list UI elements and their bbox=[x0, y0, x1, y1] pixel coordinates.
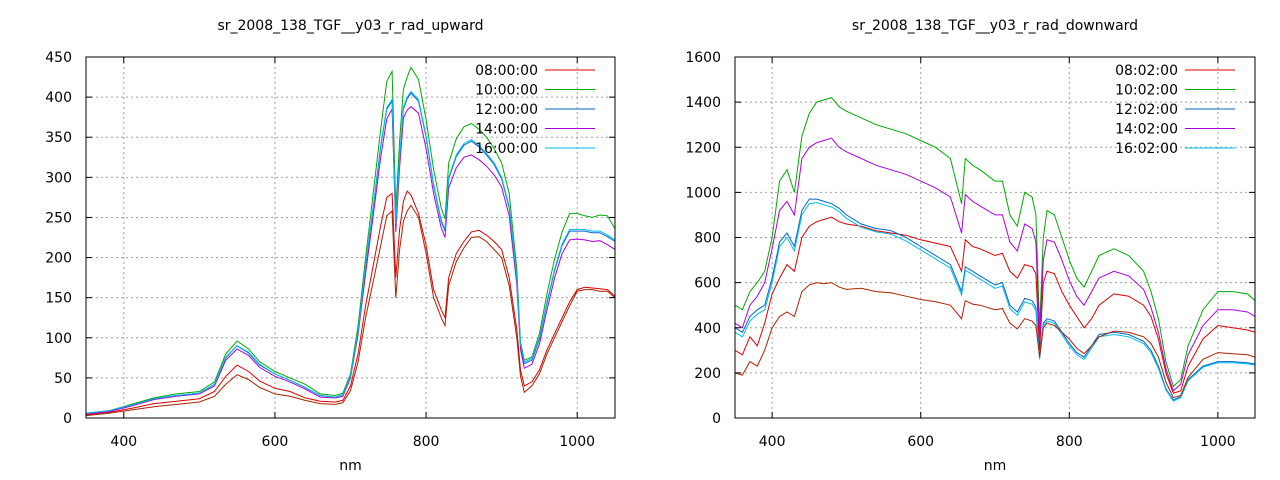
legend-label: 10:00:00 bbox=[475, 83, 538, 99]
series-group bbox=[735, 97, 1255, 402]
chart-1: sr_2008_138_TGF__y03_r_rad_upward 400 600 8… bbox=[45, 18, 616, 474]
legend: 08:02:00 10:02:00 12:02:00 14:02:00 16:02:00 bbox=[1115, 63, 1235, 157]
y-tick-label: 800 bbox=[694, 231, 721, 247]
series-group bbox=[86, 66, 615, 417]
legend-label: 16:02:00 bbox=[1115, 141, 1178, 157]
y-tick-label: 150 bbox=[45, 291, 72, 307]
y-tick-label: 350 bbox=[45, 130, 72, 146]
legend: 08:00:00 10:00:00 12:00:00 14:00:00 16:00:00 bbox=[475, 63, 595, 157]
x-tick-label: 600 bbox=[262, 434, 289, 450]
y-tick-label: 1600 bbox=[685, 50, 721, 66]
legend-label: 16:00:00 bbox=[475, 141, 538, 157]
x-tick-label: 1000 bbox=[559, 434, 595, 450]
chart-title: sr_2008_138_TGF__y03_r_rad_downward bbox=[852, 18, 1138, 34]
y-tick-label: 0 bbox=[712, 411, 721, 427]
y-tick-label: 300 bbox=[45, 170, 72, 186]
plot-frame bbox=[85, 56, 616, 419]
chart-2: sr_2008_138_TGF__y03_r_rad_downward 400 60… bbox=[685, 18, 1256, 474]
y-tick-label: 600 bbox=[694, 276, 721, 292]
y-tick-label: 250 bbox=[45, 210, 72, 226]
y-tick-label: 1400 bbox=[685, 95, 721, 111]
series-line-3 bbox=[735, 198, 1255, 401]
y-tick-label: 1200 bbox=[685, 140, 721, 156]
y-tick-label: 400 bbox=[694, 321, 721, 337]
y-tick-label: 1000 bbox=[685, 185, 721, 201]
y-tick-label: 400 bbox=[45, 90, 72, 106]
y-tick-label: 100 bbox=[45, 331, 72, 347]
legend-label: 14:02:00 bbox=[1115, 122, 1178, 138]
x-tick-label: 400 bbox=[110, 434, 137, 450]
x-tick-label: 400 bbox=[759, 434, 786, 450]
series-line-1 bbox=[86, 190, 615, 416]
y-tick-label: 200 bbox=[694, 366, 721, 382]
legend-label: 12:02:00 bbox=[1115, 102, 1178, 118]
y-tick-label: 50 bbox=[54, 371, 72, 387]
series-line-5 bbox=[86, 90, 615, 414]
series-line-5 bbox=[735, 201, 1255, 402]
legend-label: 08:00:00 bbox=[475, 63, 538, 79]
y-tick-label: 200 bbox=[45, 251, 72, 267]
x-tick-label: 1000 bbox=[1200, 434, 1236, 450]
series-line-6 bbox=[86, 204, 615, 417]
y-tick-label: 0 bbox=[63, 411, 72, 427]
series-line-1 bbox=[735, 216, 1255, 394]
chart-title: sr_2008_138_TGF__y03_r_rad_upward bbox=[217, 18, 483, 34]
x-axis-label: nm bbox=[339, 458, 362, 474]
series-line-4 bbox=[735, 137, 1255, 392]
x-axis-label: nm bbox=[984, 458, 1007, 474]
series-line-6 bbox=[735, 282, 1255, 399]
x-tick-label: 800 bbox=[413, 434, 440, 450]
series-line-4 bbox=[86, 106, 615, 415]
series-line-2 bbox=[735, 97, 1255, 388]
x-tick-label: 600 bbox=[907, 434, 934, 450]
series-line-2 bbox=[86, 66, 615, 414]
legend-label: 10:02:00 bbox=[1115, 83, 1178, 99]
legend-label: 12:00:00 bbox=[475, 102, 538, 118]
legend-label: 08:02:00 bbox=[1115, 63, 1178, 79]
x-tick-label: 800 bbox=[1056, 434, 1083, 450]
y-tick-label: 450 bbox=[45, 50, 72, 66]
legend-label: 14:00:00 bbox=[475, 122, 538, 138]
